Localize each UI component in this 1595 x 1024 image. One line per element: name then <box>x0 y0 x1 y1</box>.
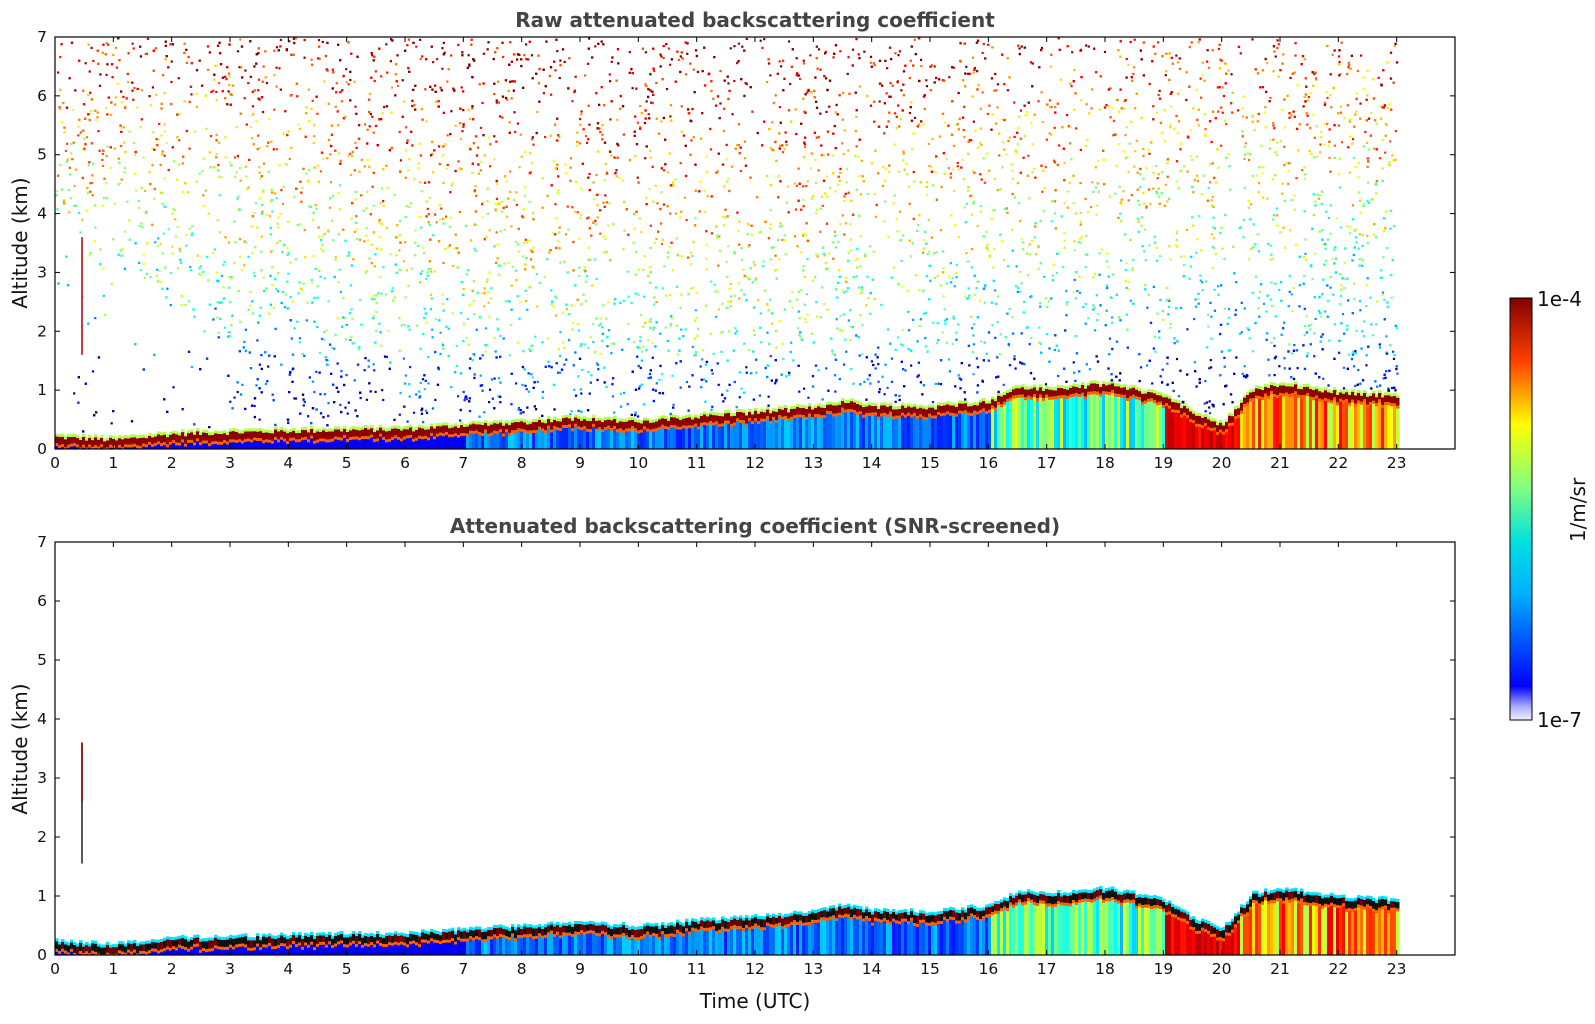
x-tick-label: 8 <box>517 960 527 978</box>
x-tick-label: 7 <box>458 960 468 978</box>
x-tick-label: 15 <box>920 454 940 472</box>
bottom-y-axis-label: Altitude (km) <box>8 683 32 814</box>
top-heatmap <box>55 37 1400 451</box>
x-tick-label: 4 <box>283 960 293 978</box>
x-tick-label: 2 <box>167 454 177 472</box>
top-y-axis: 0 1 2 3 4 5 6 7 <box>37 28 1455 458</box>
x-tick-label: 2 <box>167 960 177 978</box>
y-tick-label: 6 <box>37 592 47 610</box>
x-tick-label: 18 <box>1095 960 1115 978</box>
x-tick-label: 18 <box>1095 454 1115 472</box>
x-tick-label: 1 <box>108 960 118 978</box>
x-tick-label: 7 <box>458 454 468 472</box>
x-tick-label: 9 <box>575 454 585 472</box>
x-tick-label: 23 <box>1387 454 1407 472</box>
bottom-plot-frame <box>55 542 1455 955</box>
x-tick-label: 19 <box>1153 960 1173 978</box>
colorbar-min-label: 1e-7 <box>1537 708 1582 732</box>
top-y-axis-label: Altitude (km) <box>8 177 32 308</box>
x-tick-label: 17 <box>1037 454 1057 472</box>
x-tick-label: 15 <box>920 960 940 978</box>
x-tick-label: 16 <box>978 454 998 472</box>
bottom-panel-title: Attenuated backscattering coefficient (S… <box>450 514 1060 538</box>
x-tick-label: 6 <box>400 454 410 472</box>
y-tick-label: 4 <box>37 710 47 728</box>
x-tick-label: 11 <box>687 454 707 472</box>
y-tick-label: 2 <box>37 828 47 846</box>
y-tick-label: 2 <box>37 322 47 340</box>
x-tick-label: 12 <box>745 454 765 472</box>
y-tick-label: 7 <box>37 28 47 46</box>
x-axis-label: Time (UTC) <box>699 989 811 1013</box>
bottom-panel: Attenuated backscattering coefficient (S… <box>8 514 1455 1013</box>
x-tick-label: 3 <box>225 454 235 472</box>
x-tick-label: 20 <box>1212 960 1232 978</box>
bottom-heatmap <box>55 743 1400 958</box>
x-tick-label: 3 <box>225 960 235 978</box>
x-tick-label: 8 <box>517 454 527 472</box>
y-tick-label: 7 <box>37 533 47 551</box>
x-tick-label: 22 <box>1328 960 1348 978</box>
x-tick-label: 6 <box>400 960 410 978</box>
x-tick-label: 0 <box>50 960 60 978</box>
y-tick-label: 5 <box>37 651 47 669</box>
x-tick-label: 12 <box>745 960 765 978</box>
bottom-y-axis: 0 1 2 3 4 5 6 7 <box>37 533 1455 964</box>
x-tick-label: 10 <box>628 454 648 472</box>
x-tick-label: 17 <box>1037 960 1057 978</box>
x-tick-label: 16 <box>978 960 998 978</box>
x-tick-label: 22 <box>1328 454 1348 472</box>
colorbar-gradient <box>1510 298 1532 720</box>
y-tick-label: 0 <box>37 946 47 964</box>
x-tick-label: 21 <box>1270 960 1290 978</box>
top-panel: Raw attenuated backscattering coefficien… <box>8 8 1455 472</box>
y-tick-label: 4 <box>37 205 47 223</box>
y-tick-label: 1 <box>37 887 47 905</box>
top-panel-title: Raw attenuated backscattering coefficien… <box>515 8 995 32</box>
y-tick-label: 6 <box>37 87 47 105</box>
x-tick-label: 10 <box>628 960 648 978</box>
x-tick-label: 0 <box>50 454 60 472</box>
x-tick-label: 13 <box>803 454 823 472</box>
y-tick-label: 3 <box>37 769 47 787</box>
colorbar-max-label: 1e-4 <box>1537 287 1582 311</box>
y-tick-label: 1 <box>37 381 47 399</box>
x-tick-label: 9 <box>575 960 585 978</box>
x-tick-label: 11 <box>687 960 707 978</box>
x-tick-label: 14 <box>862 960 882 978</box>
x-tick-label: 14 <box>862 454 882 472</box>
x-tick-label: 19 <box>1153 454 1173 472</box>
x-tick-label: 13 <box>803 960 823 978</box>
x-tick-label: 5 <box>342 454 352 472</box>
colorbar-unit-label: 1/m/sr <box>1566 477 1590 542</box>
x-tick-label: 1 <box>108 454 118 472</box>
y-tick-label: 3 <box>37 263 47 281</box>
colorbar: 1e-4 1e-7 1/m/sr <box>1510 287 1590 732</box>
x-tick-label: 21 <box>1270 454 1290 472</box>
top-plot-frame <box>55 37 1455 449</box>
x-tick-label: 4 <box>283 454 293 472</box>
x-tick-label: 23 <box>1387 960 1407 978</box>
x-tick-label: 5 <box>342 960 352 978</box>
y-tick-label: 5 <box>37 146 47 164</box>
y-tick-label: 0 <box>37 440 47 458</box>
x-tick-label: 20 <box>1212 454 1232 472</box>
